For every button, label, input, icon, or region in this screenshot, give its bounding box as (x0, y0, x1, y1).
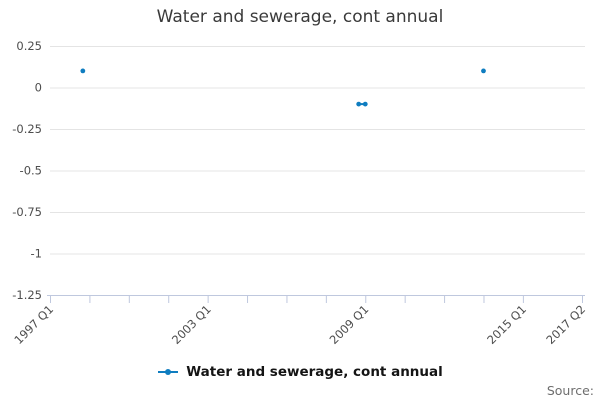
y-axis-label: -0.75 (12, 205, 42, 219)
x-axis-label: 2009 Q1 (327, 302, 372, 347)
x-axis-label: 2015 Q1 (484, 302, 529, 347)
y-axis-label: 0 (35, 81, 42, 95)
source-label: Source: (546, 383, 594, 398)
data-point[interactable] (362, 101, 368, 107)
data-point[interactable] (80, 68, 86, 74)
legend[interactable]: Water and sewerage, cont annual (0, 364, 600, 380)
x-axis-label: 2003 Q1 (169, 302, 214, 347)
x-axis-label: 2017 Q2 (543, 302, 588, 347)
y-axis-label: -0.5 (20, 164, 42, 178)
data-point[interactable] (481, 68, 486, 74)
data-point[interactable] (356, 101, 362, 107)
x-axis-label: 1997 Q1 (11, 302, 56, 347)
y-axis-label: -1.25 (12, 288, 42, 302)
series-marker-icon (158, 369, 179, 375)
y-axis-label: -0.25 (12, 122, 42, 136)
legend-label: Water and sewerage, cont annual (186, 364, 443, 380)
y-axis-label: 0.25 (16, 39, 42, 53)
chart-title: Water and sewerage, cont annual (156, 7, 444, 27)
y-axis-label: -1 (31, 247, 42, 261)
legend-dot-icon (165, 369, 172, 375)
